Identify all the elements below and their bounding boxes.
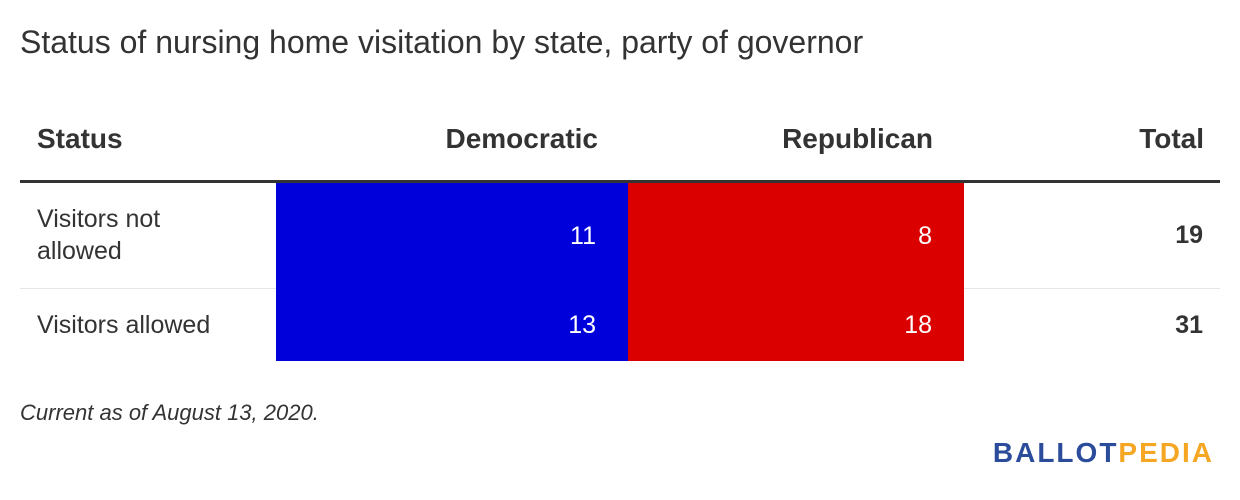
- status-label: Visitors allowed: [37, 311, 211, 339]
- header-status[interactable]: Status: [37, 123, 123, 154]
- logo-part-pedia: PEDIA: [1118, 437, 1214, 468]
- total-value: 19: [1175, 221, 1203, 249]
- table-row: Visitors not allowed 11 8 19: [20, 183, 1220, 289]
- democratic-cell: 11: [276, 183, 628, 289]
- republican-cell: 18: [628, 289, 964, 361]
- democratic-value: 13: [568, 310, 596, 339]
- header-total[interactable]: Total: [1139, 123, 1204, 154]
- chart-title: Status of nursing home visitation by sta…: [20, 24, 864, 60]
- table-header: Status Democratic Republican Total: [20, 105, 1220, 183]
- header-republican[interactable]: Republican: [782, 123, 933, 154]
- table-row: Visitors allowed 13 18 31: [20, 289, 1220, 361]
- header-democratic[interactable]: Democratic: [445, 123, 598, 154]
- logo-part-ballot: BALLOT: [992, 437, 1119, 468]
- democratic-value: 11: [570, 221, 596, 250]
- ballotpedia-logo[interactable]: BALLOTPEDIA: [993, 437, 1214, 469]
- footnote: Current as of August 13, 2020.: [20, 400, 319, 425]
- republican-value: 8: [918, 221, 932, 250]
- status-label: Visitors not allowed: [37, 205, 161, 265]
- total-value: 31: [1175, 310, 1203, 339]
- republican-cell: 8: [628, 183, 964, 289]
- republican-value: 18: [904, 310, 932, 339]
- democratic-cell: 13: [276, 289, 628, 361]
- data-table: Status Democratic Republican Total Visit…: [20, 105, 1220, 361]
